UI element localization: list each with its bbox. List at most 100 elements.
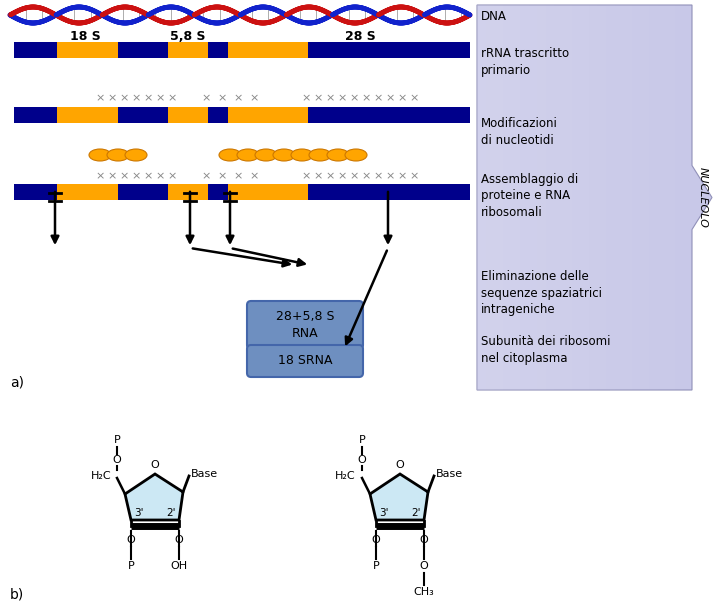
Bar [14, 42, 470, 58]
Bar [666, 5, 675, 390]
FancyBboxPatch shape [247, 345, 363, 377]
Bar [520, 5, 528, 390]
Bar [623, 5, 632, 390]
Bar [485, 5, 494, 390]
Text: 3': 3' [134, 508, 144, 518]
Text: ×: × [361, 171, 370, 181]
Text: a): a) [10, 376, 24, 390]
Polygon shape [125, 474, 183, 520]
Text: 2': 2' [167, 508, 176, 518]
Bar [118, 107, 168, 123]
Text: ×: × [218, 93, 227, 103]
Text: ×: × [386, 93, 395, 103]
Polygon shape [477, 5, 712, 390]
Text: ×: × [373, 171, 383, 181]
Text: ×: × [409, 171, 419, 181]
Text: P: P [128, 561, 134, 571]
Bar [580, 5, 589, 390]
Text: rRNA trascritto
primario: rRNA trascritto primario [481, 47, 569, 77]
Ellipse shape [219, 149, 241, 161]
Text: ×: × [302, 93, 311, 103]
Bar [118, 184, 168, 200]
Text: ×: × [119, 171, 129, 181]
Bar [684, 5, 692, 390]
Text: O: O [419, 561, 429, 571]
Text: ×: × [337, 171, 347, 181]
Text: P: P [358, 435, 365, 445]
Text: ×: × [397, 93, 406, 103]
Text: ×: × [350, 171, 359, 181]
Text: O: O [396, 460, 404, 470]
Text: ×: × [155, 171, 164, 181]
Bar [658, 5, 666, 390]
Text: O: O [372, 535, 381, 545]
Ellipse shape [273, 149, 295, 161]
Bar [208, 107, 228, 123]
Bar [308, 107, 470, 123]
Ellipse shape [291, 149, 313, 161]
Text: b): b) [10, 588, 24, 602]
Bar [477, 5, 485, 390]
Ellipse shape [107, 149, 129, 161]
Text: O: O [419, 535, 429, 545]
Text: P: P [373, 561, 379, 571]
Text: ×: × [350, 93, 359, 103]
Text: ×: × [119, 93, 129, 103]
Text: Modificazioni
di nucleotidi: Modificazioni di nucleotidi [481, 117, 558, 147]
Text: 18 S: 18 S [70, 30, 101, 44]
Text: ×: × [249, 93, 258, 103]
Text: P: P [113, 435, 121, 445]
Text: ×: × [107, 171, 117, 181]
Text: ×: × [95, 171, 105, 181]
Bar [494, 5, 503, 390]
Ellipse shape [255, 149, 277, 161]
Bar [615, 5, 623, 390]
Text: ×: × [131, 171, 141, 181]
Text: CH₃: CH₃ [414, 587, 434, 597]
Bar [589, 5, 597, 390]
Text: 3': 3' [379, 508, 388, 518]
Text: ×: × [233, 171, 243, 181]
Text: H₂C: H₂C [90, 471, 111, 481]
Bar [14, 184, 57, 200]
Text: ×: × [249, 171, 258, 181]
Bar [632, 5, 640, 390]
Text: O: O [151, 460, 159, 470]
Ellipse shape [345, 149, 367, 161]
Bar [14, 107, 470, 123]
Bar [537, 5, 546, 390]
Bar [528, 5, 537, 390]
Text: DNA: DNA [481, 10, 507, 24]
Bar [563, 5, 572, 390]
Polygon shape [370, 474, 428, 520]
Bar [606, 5, 615, 390]
Bar [675, 5, 684, 390]
Bar [14, 107, 57, 123]
Text: ×: × [325, 93, 335, 103]
Bar [649, 5, 658, 390]
Text: 28 S: 28 S [345, 30, 376, 44]
Text: ×: × [167, 171, 177, 181]
Bar [308, 42, 470, 58]
Bar [503, 5, 511, 390]
Text: 2': 2' [411, 508, 421, 518]
Text: ×: × [131, 93, 141, 103]
Ellipse shape [89, 149, 111, 161]
Bar [208, 184, 228, 200]
Text: ×: × [218, 171, 227, 181]
Text: O: O [358, 455, 366, 465]
Text: ×: × [144, 171, 153, 181]
Text: 28+5,8 S
RNA: 28+5,8 S RNA [276, 310, 335, 340]
Bar [118, 42, 168, 58]
Text: ×: × [167, 93, 177, 103]
Text: Assemblaggio di
proteine e RNA
ribosomali: Assemblaggio di proteine e RNA ribosomal… [481, 172, 578, 220]
Text: ×: × [201, 93, 210, 103]
Ellipse shape [125, 149, 147, 161]
Text: H₂C: H₂C [335, 471, 356, 481]
Text: ×: × [386, 171, 395, 181]
Bar [14, 42, 57, 58]
Bar [546, 5, 554, 390]
Text: ×: × [397, 171, 406, 181]
Text: ×: × [233, 93, 243, 103]
Text: ×: × [95, 93, 105, 103]
